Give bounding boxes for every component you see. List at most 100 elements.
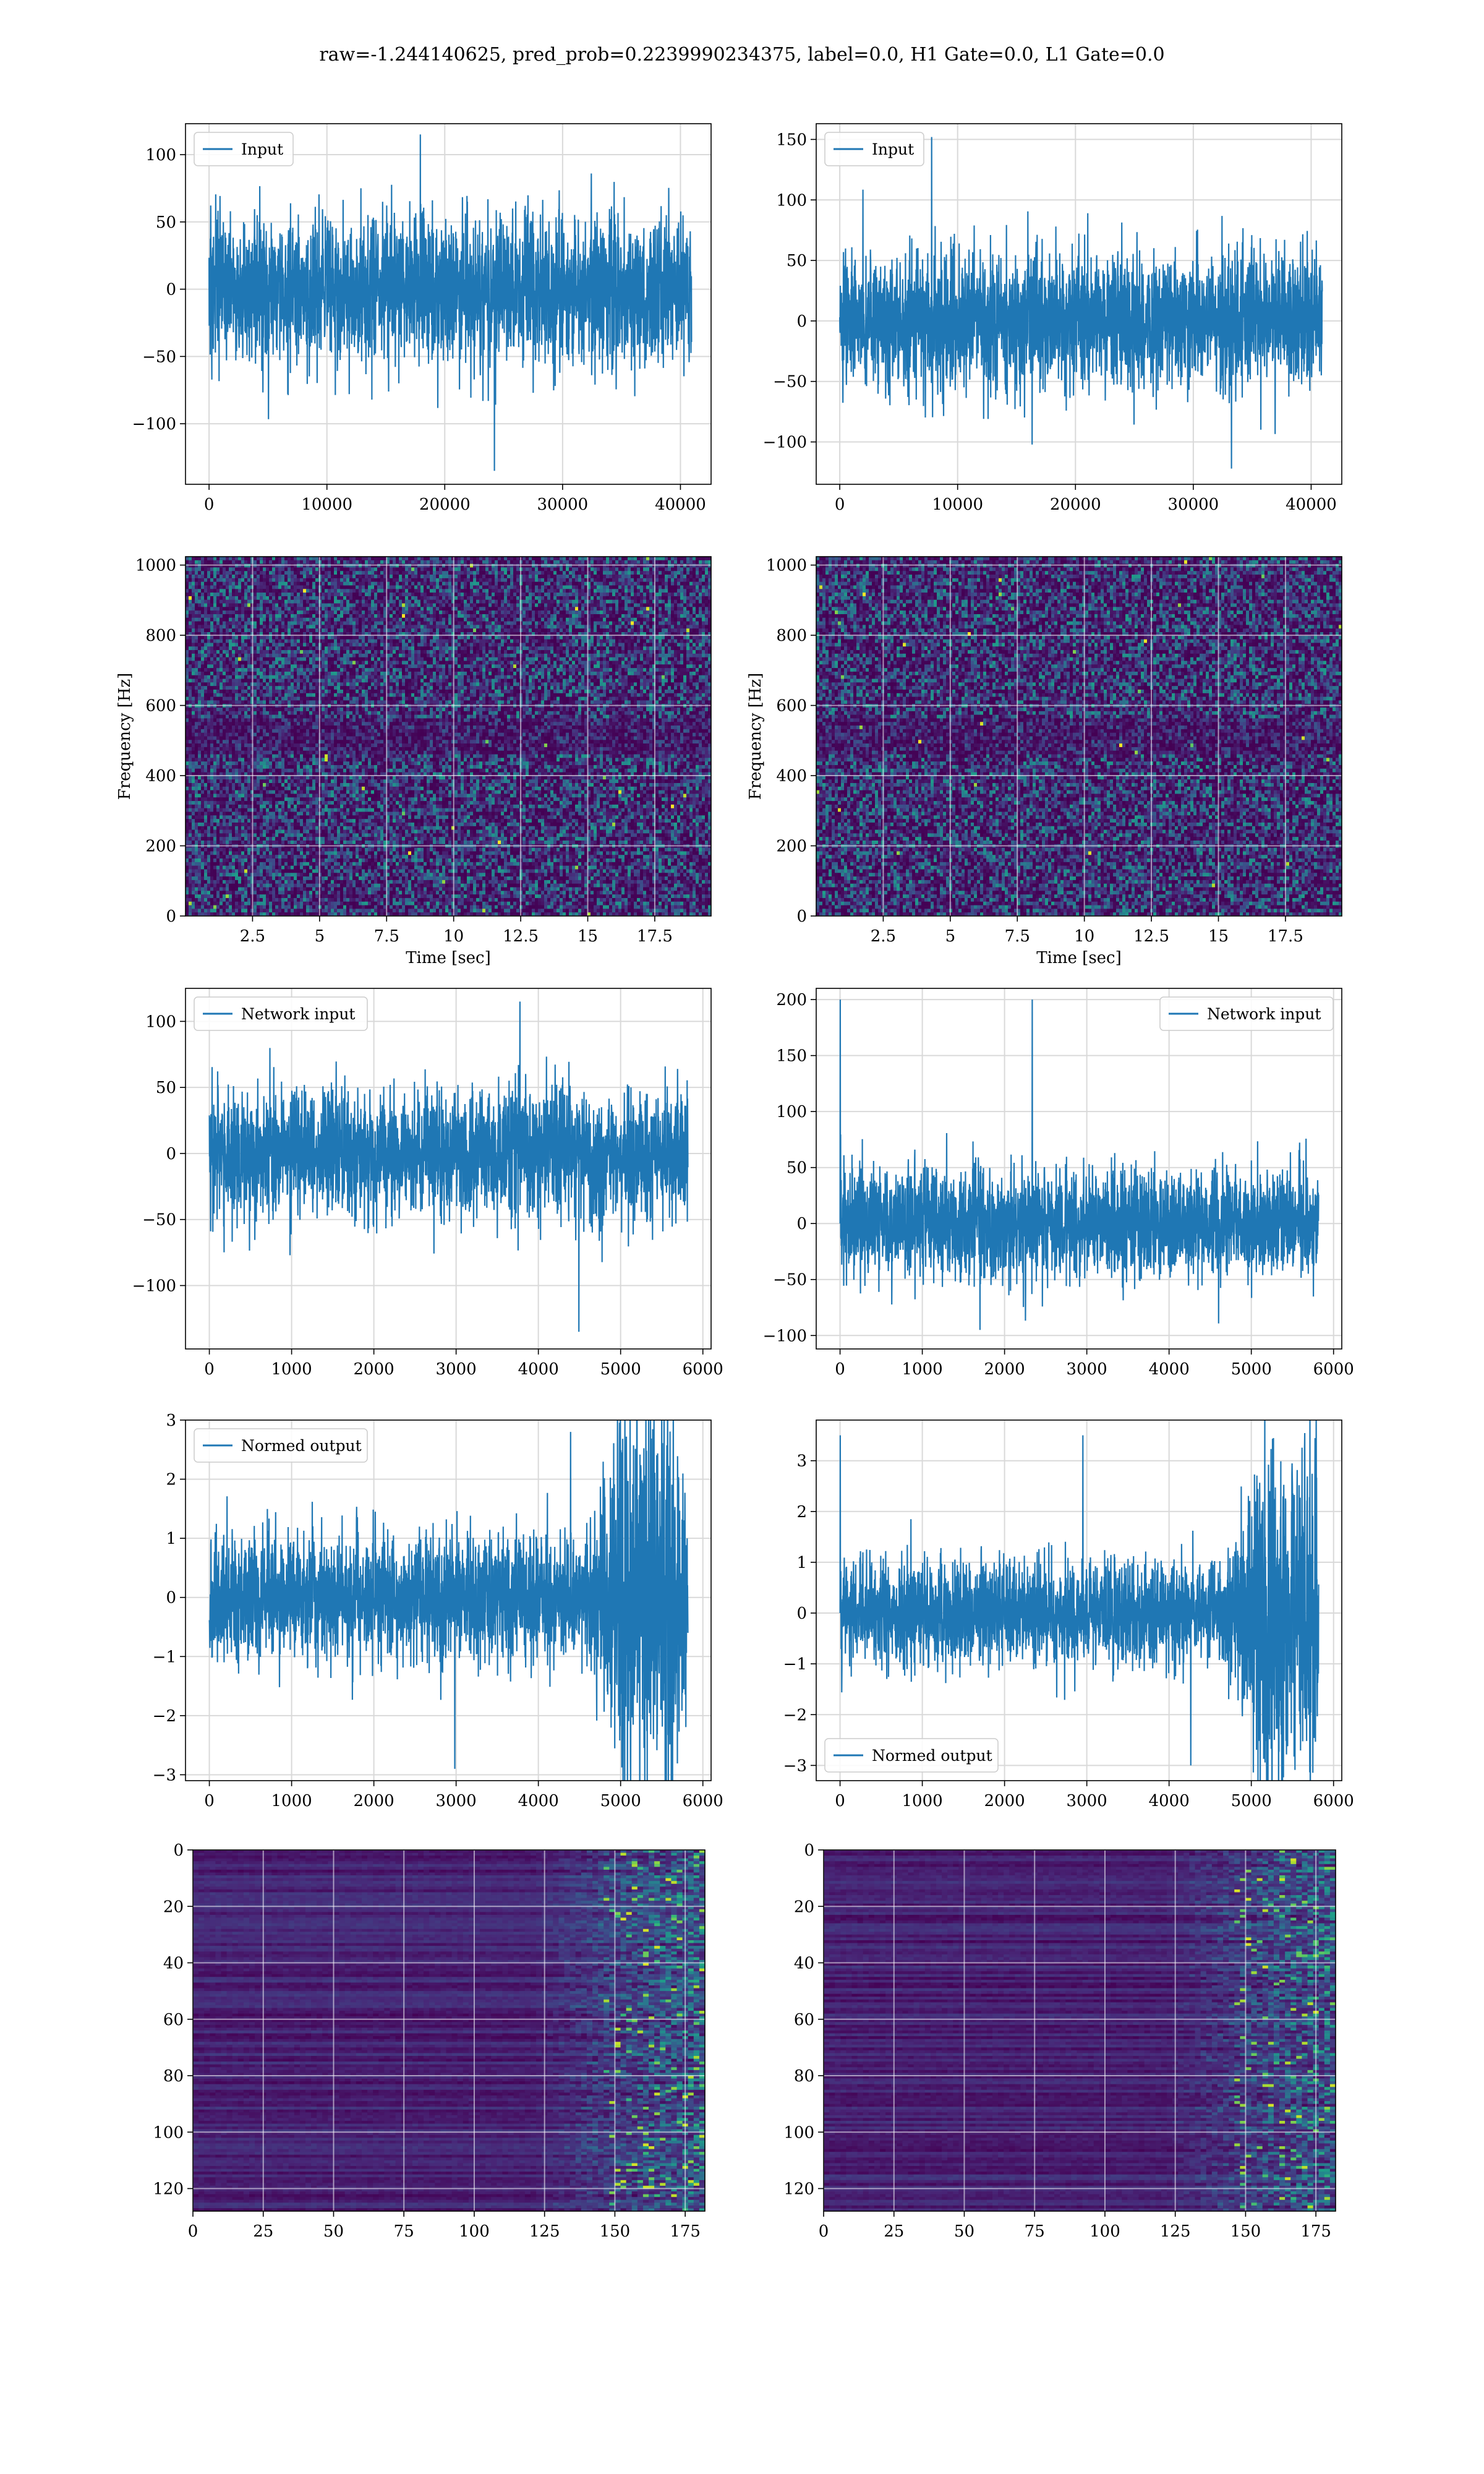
grid-embed-l1 [824, 1850, 1336, 2211]
x-tick-label: 150 [1230, 2222, 1261, 2241]
y-tick-label: 50 [787, 1159, 807, 1178]
y-tick-label: 0 [166, 1589, 176, 1607]
y-tick-label: 40 [794, 1954, 814, 1973]
x-tick-label: 125 [529, 2222, 560, 2241]
x-tick-label: 3000 [1067, 1360, 1107, 1379]
y-tick-label: −50 [773, 1271, 807, 1290]
legend-label: Normed output [872, 1747, 992, 1765]
x-tick-label: 0 [188, 2222, 198, 2241]
x-tick-label: 1000 [902, 1360, 943, 1379]
legend-box [194, 1428, 368, 1463]
y-axis-label: Frequency [Hz] [116, 673, 134, 800]
legend-netin-h1: Network input [194, 996, 368, 1031]
x-tick-label: 0 [835, 495, 845, 514]
legend-box [824, 132, 924, 166]
grid-netin-l1 [816, 988, 1342, 1349]
y-tick-label: 100 [776, 191, 807, 210]
y-tick-label: 100 [145, 146, 176, 165]
y-tick-label: 0 [796, 1215, 807, 1233]
y-tick-label: 200 [776, 991, 807, 1009]
x-tick-label: 17.5 [1268, 927, 1303, 946]
x-tick-label: 150 [600, 2222, 631, 2241]
y-tick-label: −2 [153, 1707, 176, 1726]
y-tick-label: 100 [776, 1103, 807, 1121]
y-tick-label: 1 [166, 1530, 176, 1548]
x-tick-label: 3000 [436, 1360, 477, 1379]
x-tick-label: 10000 [301, 495, 352, 514]
y-tick-label: −100 [132, 1277, 176, 1295]
x-tick-label: 5 [945, 927, 956, 946]
series-line-input-h1 [208, 134, 693, 471]
x-tick-label: 2.5 [871, 927, 896, 946]
y-tick-label: 200 [145, 837, 176, 856]
y-tick-label: 0 [796, 312, 807, 331]
legend-input-h1: Input [194, 132, 294, 166]
y-tick-label: 60 [163, 2011, 184, 2029]
y-tick-label: 2 [796, 1503, 807, 1522]
heatmap-spec-l1 [816, 557, 1342, 916]
legend-box [194, 132, 294, 166]
x-tick-label: 0 [819, 2222, 829, 2241]
y-tick-label: 800 [776, 627, 807, 645]
x-tick-label: 4000 [518, 1360, 559, 1379]
subplot-normout-l1: 0 1000 2000 3000 4000 5000 6000 −3 −2 −1 0 1 2 3 Norme… [783, 1419, 1354, 1810]
x-tick-label: 0 [835, 1792, 845, 1810]
axes-frame [185, 988, 712, 1350]
x-tick-label: 1000 [271, 1792, 312, 1810]
series-line-normout-l1 [839, 1420, 1320, 1781]
y-tick-label: 200 [776, 837, 807, 856]
y-tick-label: 50 [156, 213, 176, 232]
x-tick-label: 15 [1208, 927, 1229, 946]
x-tick-label: 12.5 [503, 927, 539, 946]
x-tick-label: 5000 [600, 1360, 641, 1379]
y-tick-label: −100 [763, 434, 807, 452]
y-tick-label: 800 [145, 627, 176, 645]
x-tick-label: 125 [1160, 2222, 1191, 2241]
x-tick-label: 75 [1025, 2222, 1045, 2241]
x-tick-label: 50 [323, 2222, 344, 2241]
x-tick-label: 6000 [683, 1792, 723, 1810]
y-tick-label: 0 [166, 1145, 176, 1163]
subplot-embed-l1: 0 25 50 75 100 125 150 175 0 20 40 60 80 100 120 [783, 1841, 1336, 2241]
legend-input-l1: Input [824, 132, 924, 166]
y-tick-label: −3 [153, 1766, 176, 1784]
subplot-spec-h1: 2.5 5 7.5 10 12.5 15 17.5 0 200 400 600 800 1000 Time… [116, 556, 712, 967]
series-line-normout-h1 [208, 1420, 689, 1781]
y-tick-label: −50 [773, 373, 807, 392]
x-tick-label: 17.5 [637, 927, 673, 946]
x-tick-label: 100 [1090, 2222, 1120, 2241]
legend-box [824, 1738, 999, 1773]
y-tick-label: 400 [776, 767, 807, 785]
y-tick-label: 50 [156, 1079, 176, 1097]
subplot-input-h1: 0 10000 20000 30000 40000 −100 −50 0 50 100 Input [132, 123, 712, 514]
subplot-netin-l1: 0 1000 2000 3000 4000 5000 6000 −100 −50 0 50 100 15… [763, 988, 1354, 1379]
x-tick-label: 2000 [354, 1792, 394, 1810]
axes-frame [816, 1419, 1342, 1781]
subplot-input-l1: 0 10000 20000 30000 40000 −100 −50 0 50 100 150 Inp… [763, 123, 1342, 514]
y-axis-label: Frequency [Hz] [746, 673, 765, 800]
x-tick-label: 0 [835, 1360, 845, 1379]
x-tick-label: 0 [204, 495, 215, 514]
x-tick-label: 40000 [1286, 495, 1337, 514]
legend-label: Network input [241, 1005, 355, 1023]
x-tick-label: 7.5 [1005, 927, 1030, 946]
y-tick-label: 120 [783, 2180, 814, 2199]
x-tick-label: 15 [578, 927, 598, 946]
y-tick-label: 20 [794, 1898, 814, 1916]
series-line-netin-l1 [839, 999, 1320, 1330]
x-tick-label: 2000 [984, 1792, 1025, 1810]
x-tick-label: 7.5 [374, 927, 399, 946]
grid-embed-h1 [193, 1850, 705, 2211]
x-tick-label: 10 [1074, 927, 1094, 946]
x-tick-label: 75 [394, 2222, 414, 2241]
y-tick-label: −100 [763, 1327, 807, 1345]
x-tick-label: 6000 [1313, 1360, 1354, 1379]
y-tick-label: 1 [796, 1554, 807, 1572]
x-tick-label: 175 [1300, 2222, 1331, 2241]
x-tick-label: 5 [315, 927, 325, 946]
legend-netin-l1: Network input [1159, 996, 1334, 1031]
legend-label: Input [241, 140, 283, 158]
x-tick-label: 5000 [1231, 1792, 1272, 1810]
x-tick-label: 25 [253, 2222, 273, 2241]
